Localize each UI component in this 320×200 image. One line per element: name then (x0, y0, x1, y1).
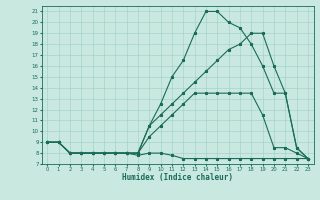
X-axis label: Humidex (Indice chaleur): Humidex (Indice chaleur) (122, 173, 233, 182)
